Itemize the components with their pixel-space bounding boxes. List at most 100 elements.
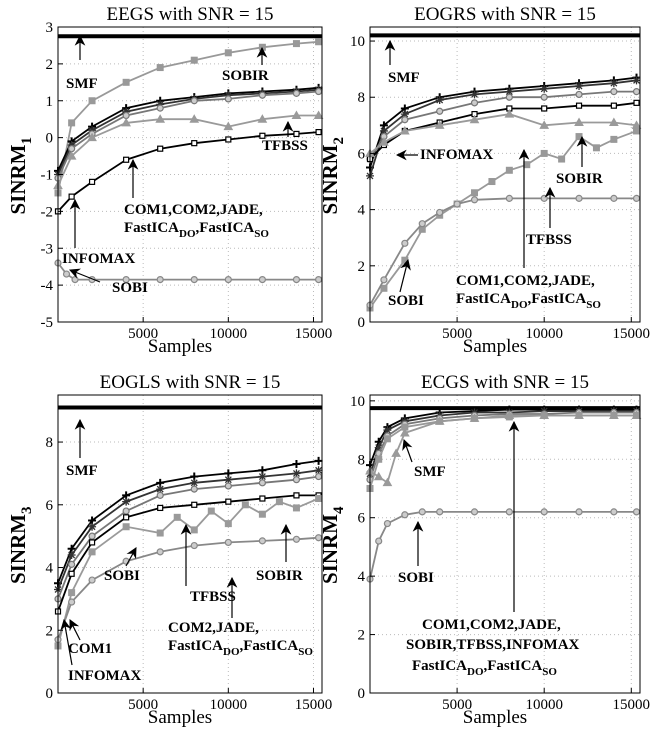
- annotation-label: SOBIR: [222, 68, 269, 84]
- y-axis-label-main: SINRM: [318, 514, 342, 584]
- x-axis-label: Samples: [463, 707, 527, 728]
- y-tick-label: 0: [358, 315, 366, 331]
- annotation-text: SOBIR: [556, 171, 603, 187]
- x-tick-label: 15000: [613, 326, 651, 342]
- y-axis-label-main: SINRM: [6, 144, 30, 214]
- annotation-text-after: ,FastICA: [240, 638, 299, 654]
- data-point: [383, 426, 392, 435]
- x-axis-label: Samples: [148, 707, 212, 728]
- y-tick-label: 10: [350, 394, 365, 410]
- y-axis-label: SINRM1: [6, 137, 35, 215]
- series-line-2: [54, 466, 323, 594]
- data-point: [67, 550, 76, 559]
- annotation-label: SOBIR: [256, 568, 303, 584]
- series-line: [57, 469, 319, 590]
- y-tick-label: 8: [358, 452, 366, 468]
- data-point: [189, 114, 200, 123]
- y-tick-label: -2: [41, 204, 54, 220]
- series-sobi: [366, 508, 641, 583]
- data-point: [401, 116, 409, 124]
- data-point: [291, 110, 302, 119]
- data-point: [156, 491, 164, 499]
- series-line-5: [366, 411, 641, 492]
- data-point: [224, 275, 232, 284]
- x-tick-label: 15000: [295, 697, 333, 713]
- data-point: [122, 275, 130, 284]
- annotation-arrow: [68, 268, 101, 283]
- data-point: [258, 472, 267, 481]
- data-point: [401, 239, 409, 247]
- annotation-text: FastICA: [412, 658, 467, 674]
- data-point: [379, 137, 389, 146]
- data-point: [122, 78, 130, 86]
- data-point: [632, 88, 641, 96]
- data-point: [190, 56, 198, 64]
- annotation-text: SMF: [388, 70, 420, 86]
- annotation-subscript: DO: [511, 299, 528, 311]
- data-point: [122, 497, 131, 506]
- series-line: [57, 494, 319, 612]
- series-line: [369, 411, 637, 480]
- data-point: [610, 135, 618, 143]
- annotation-label: SOBI: [104, 568, 140, 584]
- x-tick-label: 5000: [128, 326, 158, 342]
- data-point: [540, 194, 548, 202]
- data-point: [314, 275, 323, 284]
- annotation-label: SOBI: [388, 293, 424, 309]
- y-tick-label: -4: [41, 278, 54, 294]
- data-point: [375, 537, 383, 545]
- y-axis-label-subscript: 1: [19, 137, 35, 145]
- annotation-text: SOBIR,TFBSS,INFOMAX: [406, 637, 580, 653]
- data-point: [258, 275, 266, 284]
- data-point: [610, 508, 618, 516]
- data-point: [292, 476, 301, 484]
- data-point: [633, 127, 641, 135]
- data-point: [88, 539, 96, 546]
- annotation-label: FastICADO,FastICASO: [168, 638, 313, 658]
- data-point: [156, 485, 165, 494]
- x-tick-label: 10000: [525, 326, 563, 342]
- data-point: [380, 276, 388, 284]
- data-point: [523, 161, 531, 169]
- chart-title: ECGS with SNR = 15: [421, 372, 589, 393]
- series-line: [369, 410, 637, 475]
- y-tick-label: 6: [46, 498, 54, 514]
- annotation-label: SMF: [66, 463, 98, 479]
- data-point: [375, 455, 383, 463]
- annotation-text: SOBI: [388, 293, 424, 309]
- data-point: [504, 109, 515, 118]
- data-point: [224, 482, 232, 490]
- y-axis-label: SINRM2: [318, 137, 347, 215]
- panel-eogrs: 5000 10000 15000 0 2 4 6 8 10 EOGRS with SNR = 15…: [318, 4, 650, 357]
- data-point: [241, 501, 249, 509]
- data-point: [224, 520, 232, 528]
- annotation-label: SOBIR: [556, 171, 603, 187]
- data-point: [469, 114, 480, 124]
- data-point: [400, 110, 409, 119]
- data-point: [373, 471, 384, 481]
- data-point: [88, 548, 96, 556]
- data-point: [632, 508, 641, 516]
- chart-title: EOGLS with SNR = 15: [100, 372, 281, 393]
- annotation-label: SOBI: [398, 570, 434, 586]
- annotation-text: COM1,COM2,JADE,: [422, 617, 561, 633]
- y-tick-label: 4: [46, 561, 54, 577]
- data-point: [374, 443, 383, 452]
- annotation-subscript: DO: [179, 228, 196, 240]
- data-point: [453, 200, 461, 208]
- data-point: [190, 541, 198, 550]
- y-tick-label: -3: [41, 241, 54, 257]
- annotation-text: SOBI: [104, 568, 140, 584]
- data-point: [313, 110, 324, 119]
- data-point: [224, 538, 232, 547]
- data-point: [436, 508, 444, 516]
- annotation-text: COM1: [68, 641, 112, 657]
- data-point: [558, 155, 566, 163]
- data-point: [156, 529, 164, 537]
- series-sobi: [366, 194, 641, 309]
- annotation-text: INFOMAX: [420, 147, 493, 163]
- data-point: [540, 84, 549, 93]
- data-point: [575, 508, 583, 516]
- x-tick-label: 15000: [295, 326, 333, 342]
- data-point: [610, 88, 618, 96]
